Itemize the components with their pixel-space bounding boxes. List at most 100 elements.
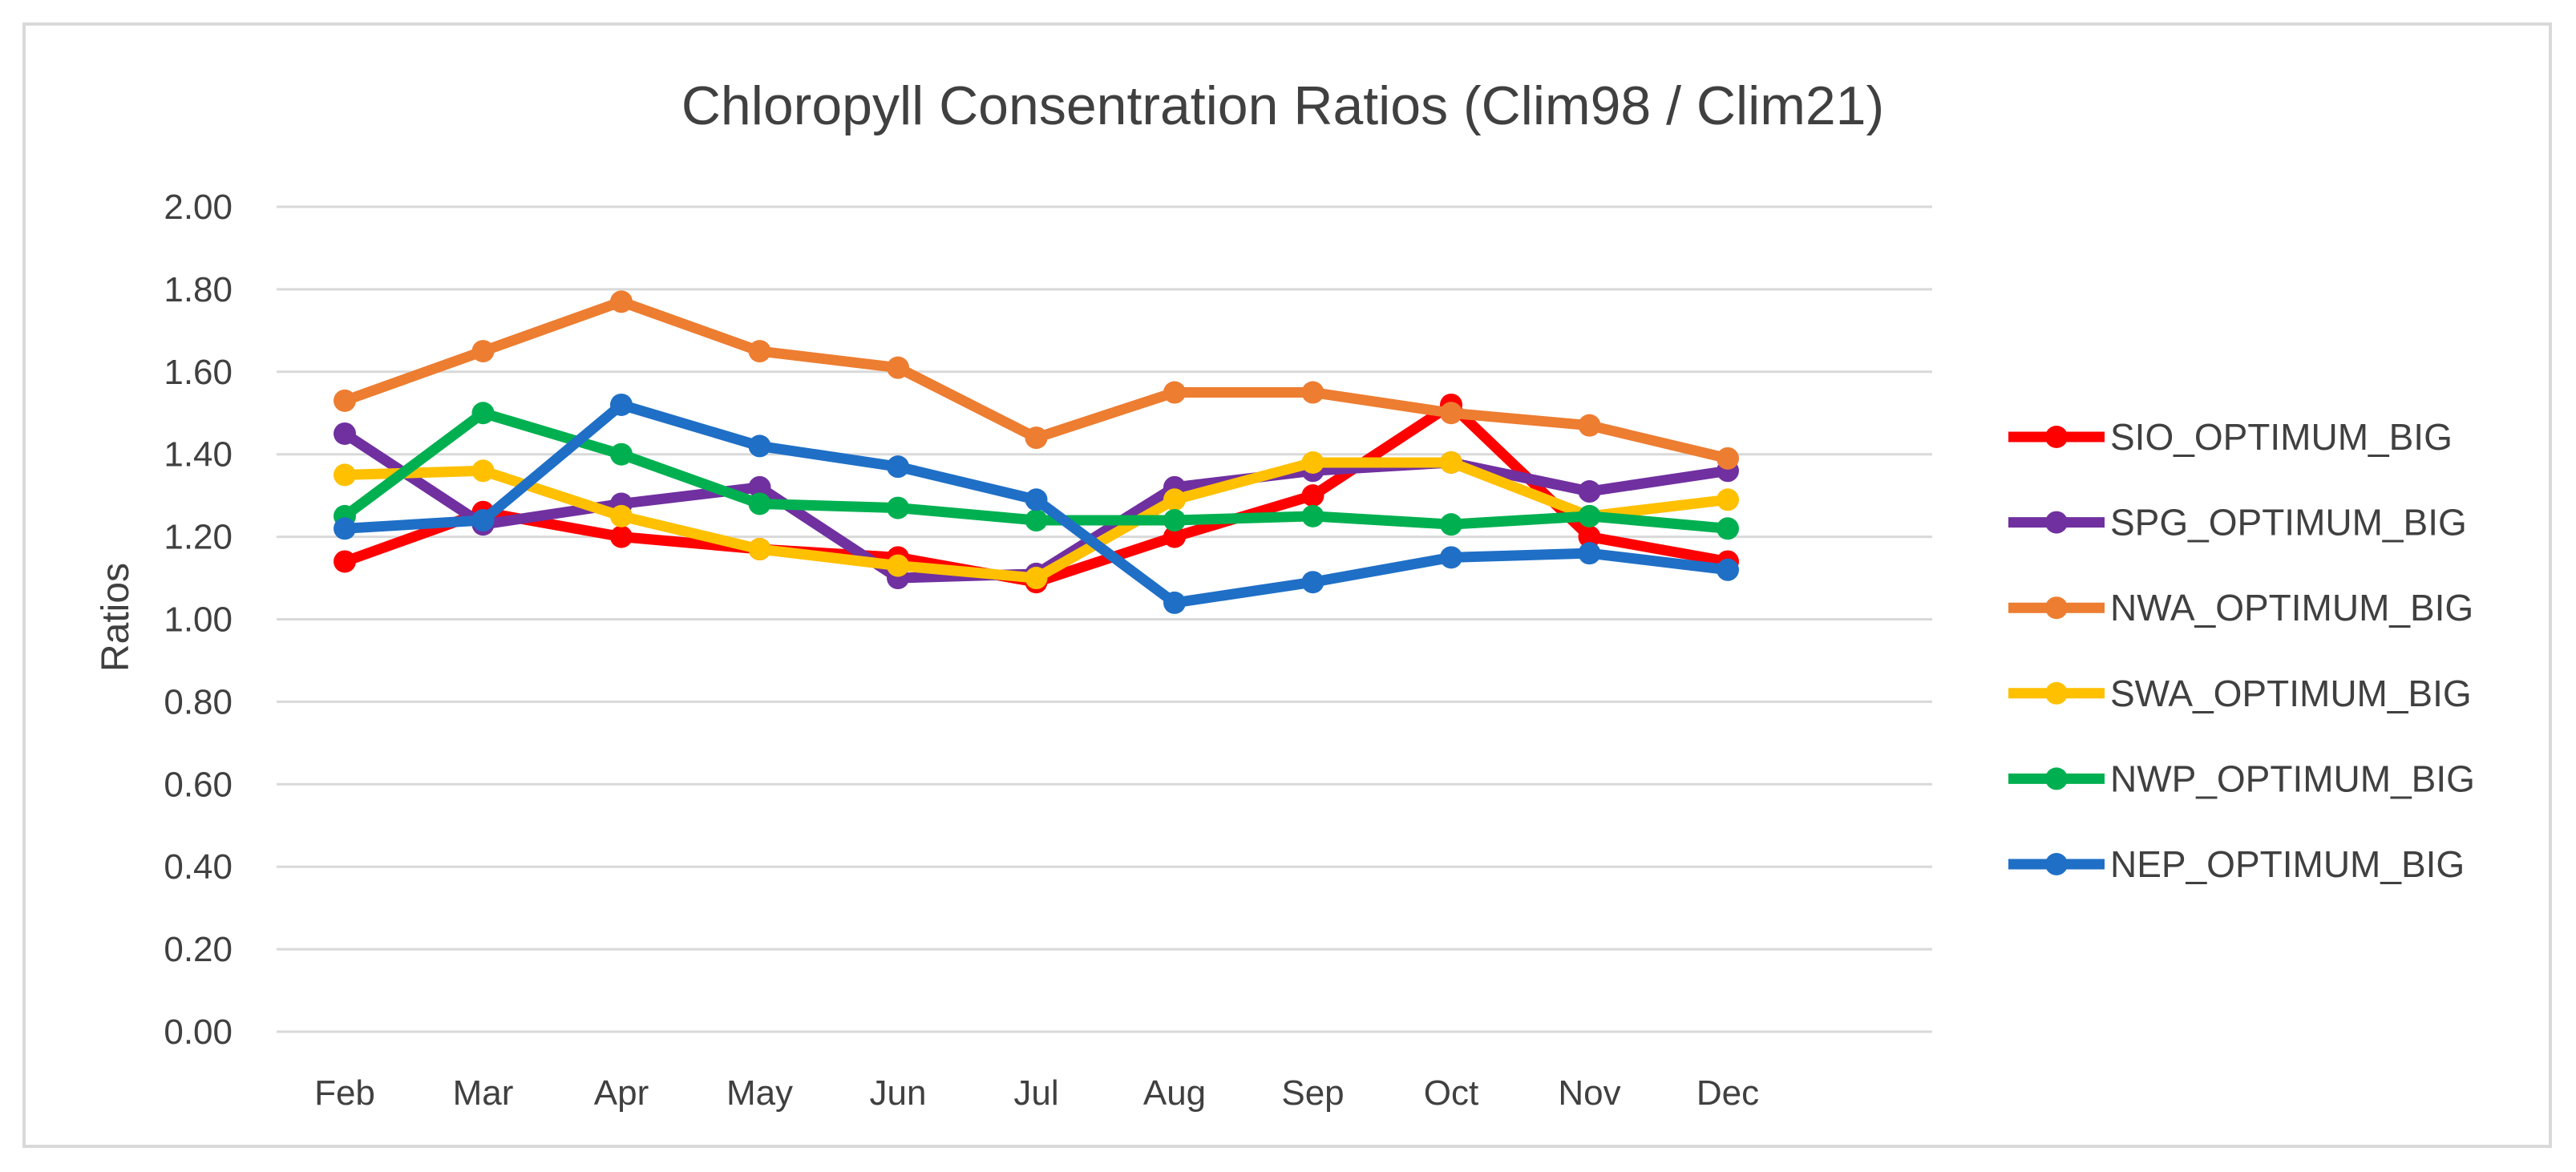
y-tick-label: 0.40 xyxy=(164,847,233,887)
series-nep-optimum-big xyxy=(334,393,1739,614)
data-point xyxy=(610,525,633,548)
legend-label: NWP_OPTIMUM_BIG xyxy=(2110,758,2475,799)
legend-item: NWA_OPTIMUM_BIG xyxy=(2008,587,2473,628)
x-axis-ticks: Feb Mar Apr May Jun Jul Aug Sep Oct Nov Dec xyxy=(314,1073,1759,1113)
data-point xyxy=(1578,525,1601,548)
data-point xyxy=(1163,488,1186,511)
data-point xyxy=(334,463,356,487)
data-point xyxy=(1717,488,1739,511)
data-point xyxy=(471,340,495,363)
data-point xyxy=(334,550,356,573)
series-group xyxy=(334,290,1739,614)
y-tick-label: 0.60 xyxy=(164,765,233,804)
data-point xyxy=(610,504,633,527)
legend-label: SPG_OPTIMUM_BIG xyxy=(2110,502,2467,544)
legend-swatch-marker xyxy=(2045,853,2068,875)
data-point xyxy=(334,517,356,540)
data-point xyxy=(1440,402,1462,425)
x-tick-label: Dec xyxy=(1696,1073,1759,1113)
data-point xyxy=(887,356,909,379)
data-point xyxy=(748,340,771,363)
legend-swatch-marker xyxy=(2045,681,2068,705)
x-tick-label: May xyxy=(726,1073,793,1113)
chart-title: Chloropyll Consentration Ratios (Clim98 … xyxy=(681,75,1884,136)
legend-label: SWA_OPTIMUM_BIG xyxy=(2110,673,2472,714)
legend-label: NWA_OPTIMUM_BIG xyxy=(2110,587,2473,628)
y-tick-label: 0.80 xyxy=(164,682,233,721)
legend-item: NEP_OPTIMUM_BIG xyxy=(2008,843,2465,885)
y-tick-label: 0.00 xyxy=(164,1012,233,1052)
data-point xyxy=(887,554,909,577)
data-point xyxy=(887,455,909,479)
x-tick-label: Aug xyxy=(1143,1073,1206,1113)
legend-swatch-marker xyxy=(2045,596,2068,620)
gridlines xyxy=(277,205,1932,1033)
series-nwa-optimum-big xyxy=(334,290,1739,470)
legend-item: NWP_OPTIMUM_BIG xyxy=(2008,758,2475,799)
data-point xyxy=(610,443,633,466)
data-point xyxy=(1578,542,1601,565)
data-point xyxy=(1163,509,1186,532)
legend-label: SIO_OPTIMUM_BIG xyxy=(2110,416,2453,458)
x-tick-label: Sep xyxy=(1281,1073,1344,1113)
legend-item: SWA_OPTIMUM_BIG xyxy=(2008,673,2472,714)
data-point xyxy=(1301,504,1324,527)
legend-swatch-marker xyxy=(2045,426,2068,448)
legend-swatch-marker xyxy=(2045,511,2068,534)
legend-item: SIO_OPTIMUM_BIG xyxy=(2008,416,2453,458)
data-point xyxy=(1578,504,1601,527)
data-point xyxy=(748,538,771,561)
data-point xyxy=(1025,426,1048,450)
data-point xyxy=(1440,546,1462,569)
data-point xyxy=(610,290,633,313)
data-point xyxy=(748,492,771,515)
y-tick-label: 1.60 xyxy=(164,353,233,392)
y-tick-label: 2.00 xyxy=(164,188,233,227)
data-point xyxy=(1025,488,1048,511)
y-axis-label: Ratios xyxy=(95,563,137,672)
data-point xyxy=(334,389,356,412)
data-point xyxy=(748,434,771,458)
data-point xyxy=(1163,591,1186,614)
legend-label: NEP_OPTIMUM_BIG xyxy=(2110,843,2465,885)
data-point xyxy=(471,509,495,532)
data-point xyxy=(1301,571,1324,594)
y-tick-label: 0.20 xyxy=(164,930,233,969)
data-point xyxy=(1440,513,1462,536)
legend-swatch-marker xyxy=(2045,767,2068,790)
data-point xyxy=(1025,567,1048,590)
legend: SIO_OPTIMUM_BIG SPG_OPTIMUM_BIG NWA_OPTIMU… xyxy=(2008,416,2475,885)
y-tick-label: 1.40 xyxy=(164,435,233,475)
data-point xyxy=(1717,517,1739,540)
data-point xyxy=(1025,509,1048,532)
data-point xyxy=(471,402,495,425)
data-point xyxy=(887,496,909,519)
data-point xyxy=(1163,525,1186,548)
x-tick-label: Jun xyxy=(870,1073,927,1113)
x-tick-label: Jul xyxy=(1013,1073,1058,1113)
data-point xyxy=(1163,381,1186,404)
legend-item: SPG_OPTIMUM_BIG xyxy=(2008,502,2467,544)
data-point xyxy=(1440,451,1462,474)
y-axis-ticks: 0.00 0.20 0.40 0.60 0.80 1.00 1.20 1.40 1.60 1.80… xyxy=(164,188,233,1052)
y-tick-label: 1.00 xyxy=(164,600,233,640)
x-tick-label: Apr xyxy=(594,1073,649,1113)
data-point xyxy=(1301,451,1324,474)
x-tick-label: Feb xyxy=(314,1073,375,1113)
data-point xyxy=(334,422,356,445)
data-point xyxy=(1717,447,1739,470)
data-point xyxy=(1578,480,1601,503)
data-point xyxy=(1717,558,1739,581)
y-tick-label: 1.20 xyxy=(164,518,233,557)
x-tick-label: Nov xyxy=(1558,1073,1620,1113)
data-point xyxy=(1578,414,1601,437)
data-point xyxy=(748,475,771,499)
x-tick-label: Oct xyxy=(1424,1073,1478,1113)
data-point xyxy=(471,459,495,483)
data-point xyxy=(1301,381,1324,404)
x-tick-label: Mar xyxy=(453,1073,514,1113)
data-point xyxy=(1301,484,1324,507)
data-point xyxy=(610,393,633,416)
y-tick-label: 1.80 xyxy=(164,270,233,309)
